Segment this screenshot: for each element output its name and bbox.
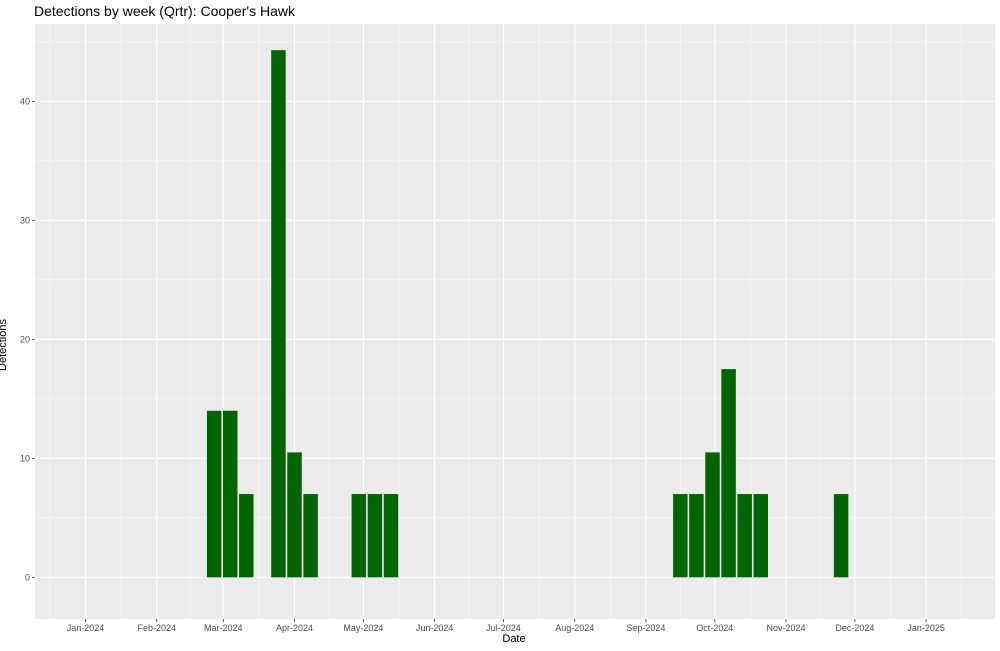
x-tick-label: Jul-2024 [486,623,521,633]
bar [287,452,302,578]
bar [367,494,383,578]
bar [833,494,849,578]
bars-group [206,50,849,578]
bar [721,369,736,578]
x-tick-label: May-2024 [343,623,383,633]
bar [737,494,752,578]
bar [303,494,318,578]
x-tick-label: Oct-2024 [696,623,733,633]
bar [689,494,704,578]
bar [239,494,254,578]
y-tick-label: 30 [20,215,30,225]
bar [383,494,399,578]
plot-panel [35,24,995,619]
x-tick-label: Dec-2024 [835,623,874,633]
bar [705,452,720,578]
x-axis-title: Date [502,633,526,645]
bar [206,410,222,578]
y-axis: 0 10 20 30 40 [20,96,35,582]
x-tick-label: Jan-2025 [907,623,945,633]
bar [271,50,286,578]
y-tick-label: 10 [20,453,30,463]
x-tick-label: Jun-2024 [416,623,454,633]
x-tick-label: Sep-2024 [626,623,665,633]
x-tick-label: Aug-2024 [555,623,594,633]
y-tick-label: 40 [20,96,30,106]
x-tick-label: Mar-2024 [204,623,243,633]
x-axis: Jan-2024 Feb-2024 Mar-2024 Apr-2024 May-2024… [67,619,945,633]
bar [222,410,238,578]
bar [351,494,367,578]
x-tick-label: Feb-2024 [137,623,176,633]
x-tick-label: Apr-2024 [276,623,313,633]
x-tick-label: Nov-2024 [766,623,805,633]
bar [753,494,768,578]
bar [673,494,688,578]
y-tick-label: 0 [25,572,30,582]
minor-gridlines [35,24,995,619]
x-tick-label: Jan-2024 [67,623,105,633]
y-tick-label: 20 [20,334,30,344]
chart-title: Detections by week (Qrtr): Cooper's Hawk [34,3,295,19]
